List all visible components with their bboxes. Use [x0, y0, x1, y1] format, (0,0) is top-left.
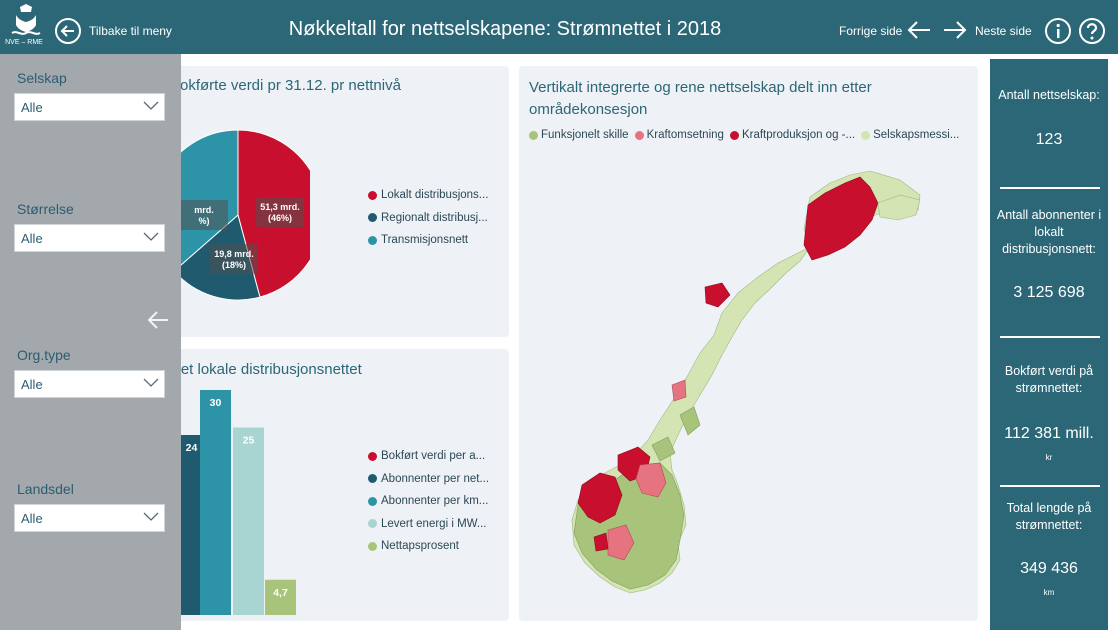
map-legend-item[interactable]: Kraftproduksjon og -...: [729, 129, 855, 141]
next-page-button[interactable]: Neste side: [975, 24, 1032, 38]
bar-legend-item[interactable]: Levert energi i MW...: [368, 513, 489, 536]
pie-data-label: 19,8 mrd. (18%): [214, 249, 254, 270]
pie-label-bg: [210, 244, 258, 274]
kpi-label: Antall abonnenter i lokalt distribusjons…: [996, 208, 1102, 256]
filter-select-selskap[interactable]: Alle: [14, 93, 165, 121]
kpi-column: Antall nettselskap: 123 Antall abonnente…: [990, 59, 1108, 630]
pie-panel-title: Bokførte verdi pr 31.12. pr nettnivå: [170, 77, 401, 94]
bar-legend-item[interactable]: Abonnenter per net...: [368, 468, 489, 491]
pie-label-bg: [256, 197, 304, 227]
kpi-label: Antall nettselskap:: [998, 88, 1100, 102]
kpi-label: Bokført verdi på strømnettet:: [1004, 364, 1094, 395]
map-legend: Funksjonelt skille Kraftomsetning Kraftp…: [529, 129, 965, 141]
map-region-green-coast[interactable]: [651, 436, 676, 462]
map-region-red-small[interactable]: [593, 532, 609, 552]
pie-legend: Lokalt distribusjons... Regionalt distri…: [368, 184, 488, 252]
chevron-down-icon: [143, 101, 159, 110]
bar-data-label: 24: [186, 442, 198, 454]
filter-select-orgtype[interactable]: Alle: [14, 370, 165, 398]
nve-rme-logo: [11, 4, 41, 35]
next-arrow-icon[interactable]: [942, 19, 968, 41]
bar-data-label: 30: [210, 397, 222, 409]
bar-legend-item[interactable]: Bokført verdi per a...: [368, 445, 489, 468]
kpi-unit: km: [1043, 588, 1055, 597]
kpi-value: 112 381 mill.: [1004, 425, 1094, 442]
filter-select-landsdel[interactable]: Alle: [14, 504, 165, 532]
info-icon[interactable]: [1044, 17, 1072, 45]
bar[interactable]: [200, 390, 231, 615]
pie-data-label: 51,3 mrd. (46%): [260, 202, 300, 223]
filter-label-orgtype: Org.type: [17, 347, 71, 363]
norway-map[interactable]: [560, 165, 940, 610]
bar-chart: 24 30 25 4,7: [176, 390, 296, 616]
pie-legend-item[interactable]: Regionalt distribusj...: [368, 207, 488, 230]
bar-panel-title: Det lokale distribusjonsnettet: [170, 361, 362, 378]
map-region-red-sw[interactable]: [577, 472, 623, 524]
kpi-divider: [1000, 336, 1100, 338]
pie-chart: 51,3 mrd. (46%) 19,8 mrd. (18%) mrd.%): [160, 129, 310, 301]
pie-legend-item[interactable]: Transmisjonsnett: [368, 229, 488, 252]
bar-legend: Bokført verdi per a... Abonnenter per ne…: [368, 445, 489, 558]
back-to-menu-label: Tilbake til meny: [89, 24, 172, 38]
kpi-unit: kr: [1045, 453, 1053, 462]
map-legend-item[interactable]: Funksjonelt skille: [529, 129, 629, 141]
pie-data-label: mrd.%): [194, 205, 214, 226]
bar-legend-item[interactable]: Abonnenter per km...: [368, 490, 489, 513]
map-region-red-finnmark[interactable]: [803, 176, 879, 261]
page-title: Nøkkeltall for nettselskapene: Strømnett…: [288, 18, 722, 40]
pie-label-bg: [180, 200, 228, 230]
map-region-green-coast[interactable]: [679, 406, 701, 436]
pie-legend-item[interactable]: Lokalt distribusjons...: [368, 184, 488, 207]
filter-label-storrelse: Størrelse: [17, 201, 74, 217]
kpi-value: 123: [1035, 131, 1063, 148]
map-region-red-troms[interactable]: [704, 282, 731, 308]
map-region-pink-south[interactable]: [607, 524, 635, 561]
map-region-east-tip[interactable]: [877, 194, 921, 221]
kpi-label: Total lengde på strømnettet:: [1006, 501, 1092, 532]
filter-label-landsdel: Landsdel: [17, 481, 74, 497]
bar-data-label: 4,7: [273, 587, 288, 599]
chevron-down-icon: [143, 232, 159, 241]
header-bar: NVE – RME Tilbake til meny Nøkkeltall fo…: [0, 0, 1118, 54]
back-arrow-icon: [55, 18, 81, 44]
kpi-divider: [1000, 187, 1100, 189]
filter-select-storrelse[interactable]: Alle: [14, 224, 165, 252]
chevron-down-icon: [143, 512, 159, 521]
map-region-pink-mid[interactable]: [671, 379, 687, 402]
prev-page-button[interactable]: Forrige side: [839, 24, 903, 38]
collapse-arrow-icon[interactable]: [146, 308, 170, 332]
map-panel-title: Vertikalt integrerte og rene nettselskap…: [529, 79, 872, 118]
bar-legend-item[interactable]: Nettapsprosent: [368, 535, 489, 558]
help-icon[interactable]: [1078, 17, 1106, 45]
bar[interactable]: [233, 427, 264, 616]
kpi-divider: [1000, 485, 1100, 487]
kpi-value: 349 436: [1020, 560, 1078, 577]
back-to-menu-button[interactable]: Tilbake til meny: [54, 17, 172, 45]
bar[interactable]: [265, 579, 296, 615]
filter-sidebar: [0, 54, 181, 630]
kpi-value: 3 125 698: [1013, 284, 1085, 301]
map-region-pink-east[interactable]: [635, 462, 667, 498]
chevron-down-icon: [143, 378, 159, 387]
bar-data-label: 25: [243, 435, 255, 447]
map-legend-item[interactable]: Kraftomsetning: [634, 129, 724, 141]
logo-text: NVE – RME: [5, 39, 43, 46]
filter-label-selskap: Selskap: [17, 70, 67, 86]
map-legend-item[interactable]: Selskapsmessi...: [861, 129, 959, 141]
prev-arrow-icon[interactable]: [906, 19, 932, 41]
